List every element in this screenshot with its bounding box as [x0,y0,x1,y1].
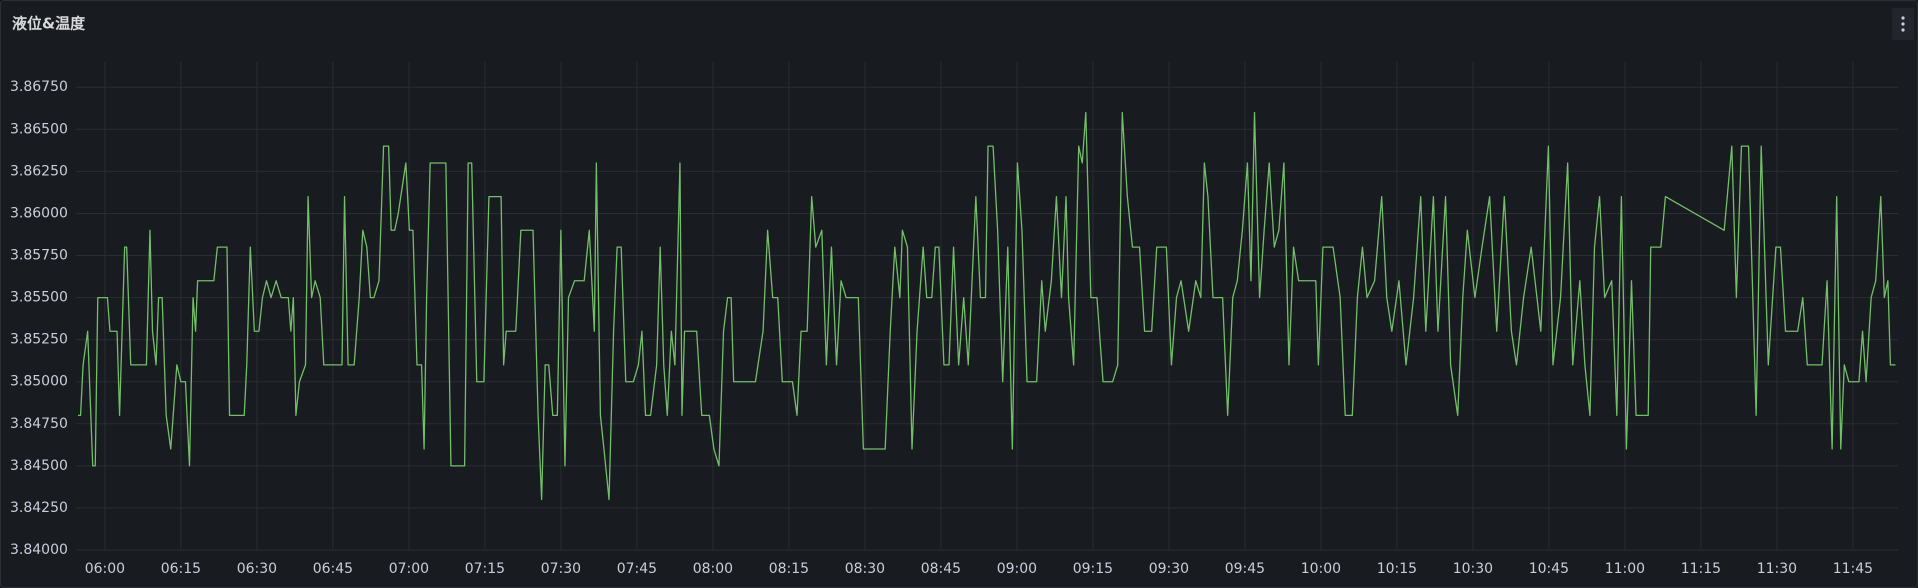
x-tick-label: 11:45 [1833,561,1873,577]
y-tick-label: 3.84250 [10,500,68,516]
y-tick-label: 3.85000 [10,374,68,390]
x-tick-label: 09:45 [1225,561,1265,577]
x-tick-label: 06:45 [313,561,353,577]
panel-title: 液位&温度 [12,15,86,33]
x-tick-label: 06:30 [237,561,277,577]
y-tick-label: 3.84500 [10,458,68,474]
x-tick-label: 10:30 [1453,561,1493,577]
menu-dot [1901,28,1905,32]
x-tick-label: 10:15 [1377,561,1417,577]
panel-menu[interactable] [1892,8,1914,40]
x-tick-label: 11:15 [1681,561,1721,577]
x-tick-label: 09:15 [1073,561,1113,577]
menu-dot [1901,16,1905,20]
y-tick-label: 3.85750 [10,248,68,264]
x-tick-label: 06:15 [161,561,201,577]
y-tick-label: 3.84750 [10,416,68,432]
x-tick-label: 08:45 [921,561,961,577]
x-tick-label: 07:15 [465,561,505,577]
x-tick-label: 09:00 [997,561,1037,577]
x-tick-label: 08:30 [845,561,885,577]
x-tick-label: 07:30 [541,561,581,577]
y-tick-label: 3.85500 [10,290,68,306]
x-tick-label: 11:00 [1605,561,1645,577]
x-tick-label: 07:00 [389,561,429,577]
y-tick-label: 3.86250 [10,163,68,179]
x-tick-label: 11:30 [1757,561,1797,577]
y-tick-label: 3.84000 [10,542,68,558]
x-tick-label: 08:00 [693,561,733,577]
y-tick-label: 3.86000 [10,205,68,221]
data-line [78,111,1896,501]
x-tick-label: 09:30 [1149,561,1189,577]
y-tick-label: 3.85250 [10,332,68,348]
x-tick-label: 07:45 [617,561,657,577]
menu-dot [1901,22,1905,26]
y-tick-label: 3.86750 [10,79,68,95]
x-tick-label: 10:00 [1301,561,1341,577]
y-tick-label: 3.86500 [10,121,68,137]
x-tick-label: 08:15 [769,561,809,577]
x-tick-label: 10:45 [1529,561,1569,577]
x-tick-label: 06:00 [85,561,125,577]
